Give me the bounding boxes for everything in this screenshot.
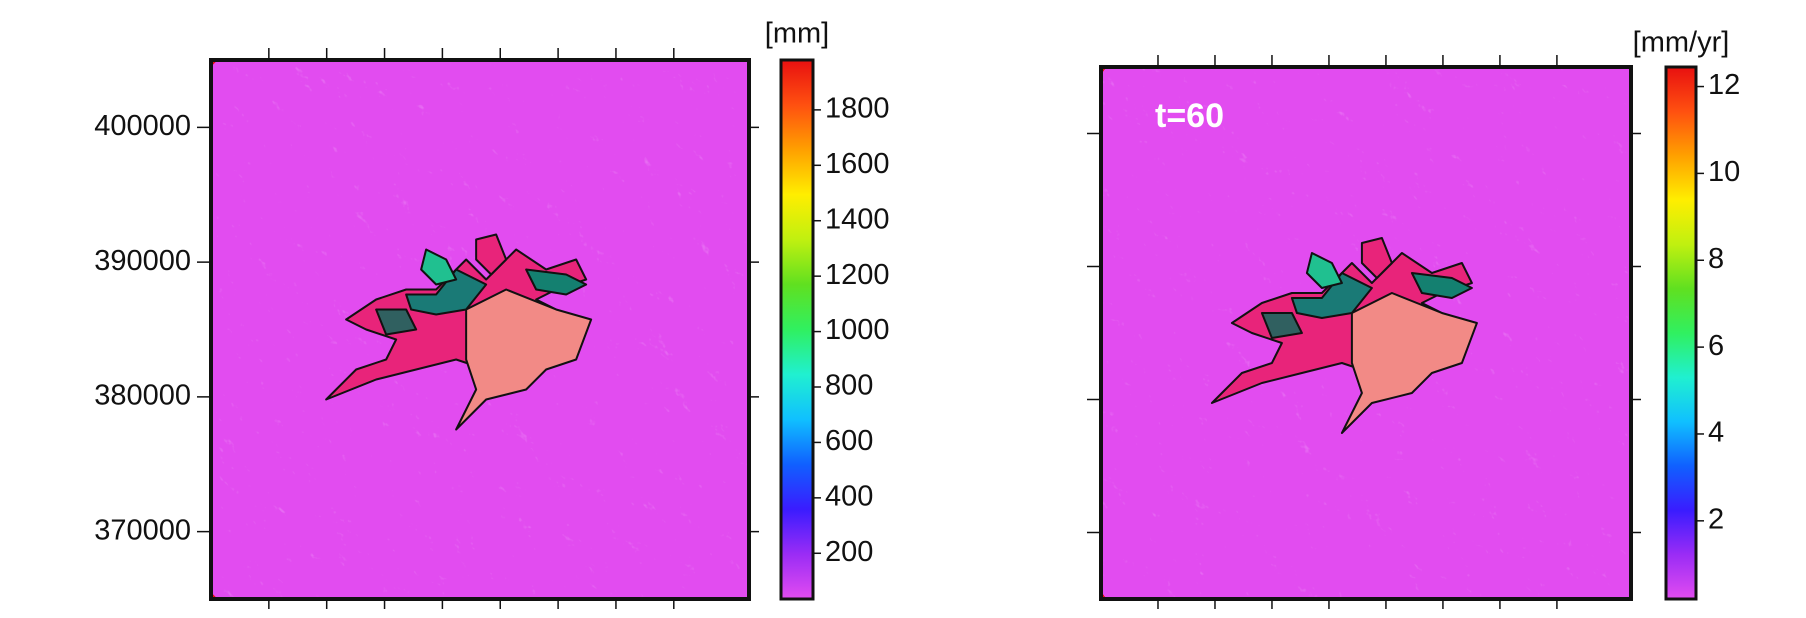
colorbar [1666, 67, 1696, 599]
colorbar-tick-label: 1200 [825, 259, 890, 291]
colorbar-tick-label: 8 [1708, 243, 1724, 275]
colorbar-unit: [mm/yr] [1633, 27, 1730, 59]
colorbar-tick-label: 6 [1708, 330, 1724, 362]
colorbar-tick-label: 1400 [825, 203, 890, 235]
colorbar-tick-label: 1800 [825, 93, 890, 125]
colorbar-tick-label: 4 [1708, 417, 1724, 449]
colorbar-tick-label: 200 [825, 536, 873, 568]
colorbar-tick-label: 1000 [825, 314, 890, 346]
y-tick-label: 370000 [94, 514, 191, 546]
y-tick-label: 380000 [94, 380, 191, 412]
colorbar-tick-label: 800 [825, 370, 873, 402]
colorbar [781, 60, 813, 599]
colorbar-tick-label: 2 [1708, 503, 1724, 535]
colorbar-tick-label: 12 [1708, 69, 1740, 101]
colorbar-unit: [mm] [765, 18, 829, 50]
colorbar-tick-label: 1600 [825, 148, 890, 180]
annotation: t=60 [1155, 97, 1224, 135]
colorbar-tick-label: 10 [1708, 156, 1740, 188]
y-tick-label: 390000 [94, 245, 191, 277]
colorbar-tick-label: 400 [825, 481, 873, 513]
y-tick-label: 400000 [94, 110, 191, 142]
colorbar-tick-label: 600 [825, 425, 873, 457]
figure: 370000 380000 390000 400000 200 400 600 800 1000… [0, 0, 1806, 613]
